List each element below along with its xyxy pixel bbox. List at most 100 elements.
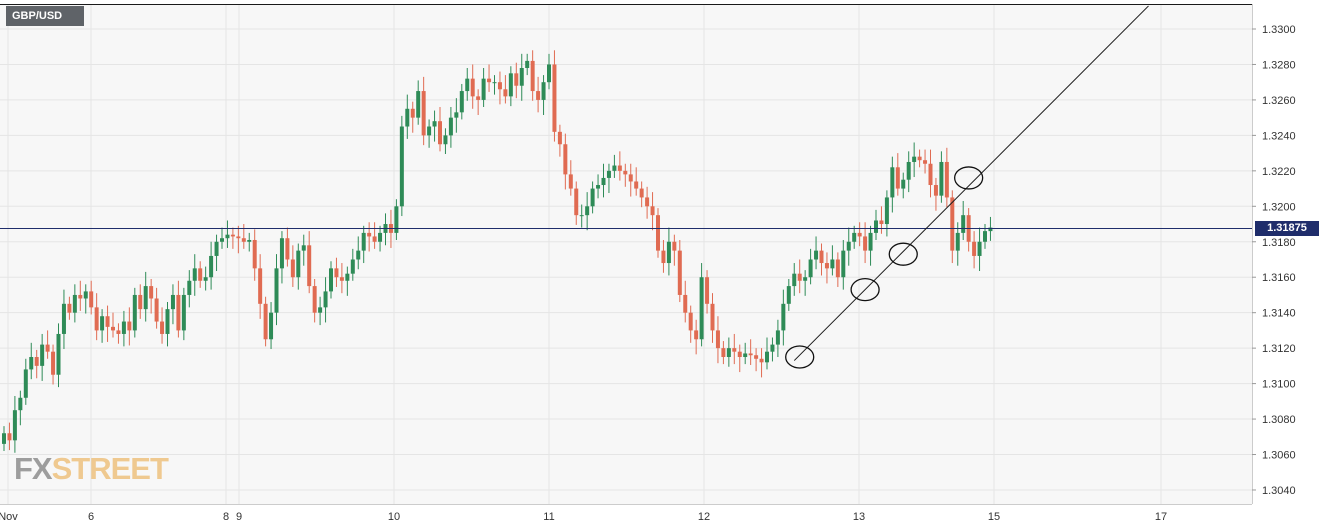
y-tick-label: 1.3040 xyxy=(1262,485,1296,497)
candle-body xyxy=(350,259,355,274)
candle-body xyxy=(203,277,208,281)
candle-body xyxy=(503,89,508,97)
candle-body xyxy=(399,126,404,207)
candle-body xyxy=(236,236,241,239)
candle-body xyxy=(410,108,415,118)
candle-body xyxy=(241,238,246,242)
candle-body xyxy=(906,161,911,180)
y-tick-label: 1.3140 xyxy=(1262,308,1296,320)
candle-body xyxy=(656,215,660,251)
candle-body xyxy=(895,167,900,189)
x-tick-label: 8 xyxy=(223,511,229,523)
candle-body xyxy=(487,78,492,83)
candle-body xyxy=(247,239,252,242)
candle-body xyxy=(606,170,611,178)
candle-body xyxy=(170,294,175,310)
candle-body xyxy=(552,64,557,132)
candle-body xyxy=(928,163,933,186)
y-tick-label: 1.3220 xyxy=(1262,166,1296,178)
candle-body xyxy=(83,291,88,299)
candle-body xyxy=(301,245,306,251)
candle-body xyxy=(933,185,938,196)
candle-body xyxy=(672,241,677,251)
y-tick-label: 1.3180 xyxy=(1262,237,1296,249)
candle-body xyxy=(879,220,884,225)
candle-body xyxy=(438,121,442,145)
candle-body xyxy=(666,241,671,264)
y-tick-label: 1.3100 xyxy=(1262,379,1296,391)
candle-body xyxy=(748,353,753,356)
candle-body xyxy=(890,167,895,198)
candle-body xyxy=(220,238,224,242)
candle-body xyxy=(481,78,486,100)
candle-body xyxy=(154,298,159,322)
candle-body xyxy=(51,351,56,375)
candle-body xyxy=(318,307,323,313)
candle-body xyxy=(214,241,219,256)
candle-body xyxy=(339,277,344,281)
candle-body xyxy=(547,64,551,83)
candle-body xyxy=(955,232,960,251)
candle-body xyxy=(688,312,693,331)
candle-body xyxy=(737,351,742,358)
candle-body xyxy=(345,273,350,281)
candle-body xyxy=(661,250,666,264)
candle-body xyxy=(198,268,203,281)
candle-body xyxy=(209,255,214,278)
candle-body xyxy=(465,78,470,92)
candle-body xyxy=(296,250,301,278)
candle-body xyxy=(683,294,688,313)
current-price-tag: 1.31875 xyxy=(1255,221,1319,236)
candle-body xyxy=(699,277,704,340)
candle-body xyxy=(792,273,797,287)
candle-body xyxy=(94,307,99,331)
candle-body xyxy=(269,312,274,340)
candle-body xyxy=(23,369,28,398)
candle-body xyxy=(252,239,257,269)
candle-body xyxy=(225,234,230,239)
candle-body xyxy=(536,91,541,100)
candle-body xyxy=(192,268,197,281)
candle-body xyxy=(819,250,824,264)
x-tick-label: 12 xyxy=(698,511,710,523)
candle-body xyxy=(901,179,906,189)
candle-body xyxy=(116,330,121,334)
candle-body xyxy=(454,112,459,118)
symbol-label: GBP/USD xyxy=(6,6,84,26)
candle-body xyxy=(361,232,366,251)
candle-body xyxy=(710,303,715,331)
candle-body xyxy=(775,330,780,345)
candle-body xyxy=(868,232,873,251)
candle-body xyxy=(557,131,562,145)
candle-body xyxy=(824,263,829,269)
candle-body xyxy=(977,241,982,256)
candle-body xyxy=(72,294,77,313)
candle-body xyxy=(835,259,840,278)
candle-body xyxy=(367,232,372,237)
trendline[interactable] xyxy=(793,5,1149,361)
candle-body xyxy=(988,227,993,232)
grid xyxy=(0,4,1252,504)
highlight-circle xyxy=(850,277,880,302)
candle-body xyxy=(574,188,579,216)
candle-body xyxy=(601,177,606,186)
candle-body xyxy=(797,273,802,281)
candle-body xyxy=(329,268,333,292)
candle-body xyxy=(405,108,410,127)
candle-body xyxy=(176,294,181,331)
candle-body xyxy=(61,303,66,334)
candle-body xyxy=(290,259,295,278)
candle-body xyxy=(323,291,328,308)
candle-body xyxy=(12,410,17,441)
candle-body xyxy=(274,268,279,313)
candle-body xyxy=(857,232,862,237)
candle-body xyxy=(579,215,584,217)
candle-body xyxy=(841,250,846,278)
candle-body xyxy=(514,73,519,86)
candle-body xyxy=(525,60,530,69)
logo-fx: FX xyxy=(14,451,53,486)
y-tick-label: 1.3120 xyxy=(1262,343,1296,355)
candle-body xyxy=(497,82,502,90)
candle-body xyxy=(432,121,437,127)
